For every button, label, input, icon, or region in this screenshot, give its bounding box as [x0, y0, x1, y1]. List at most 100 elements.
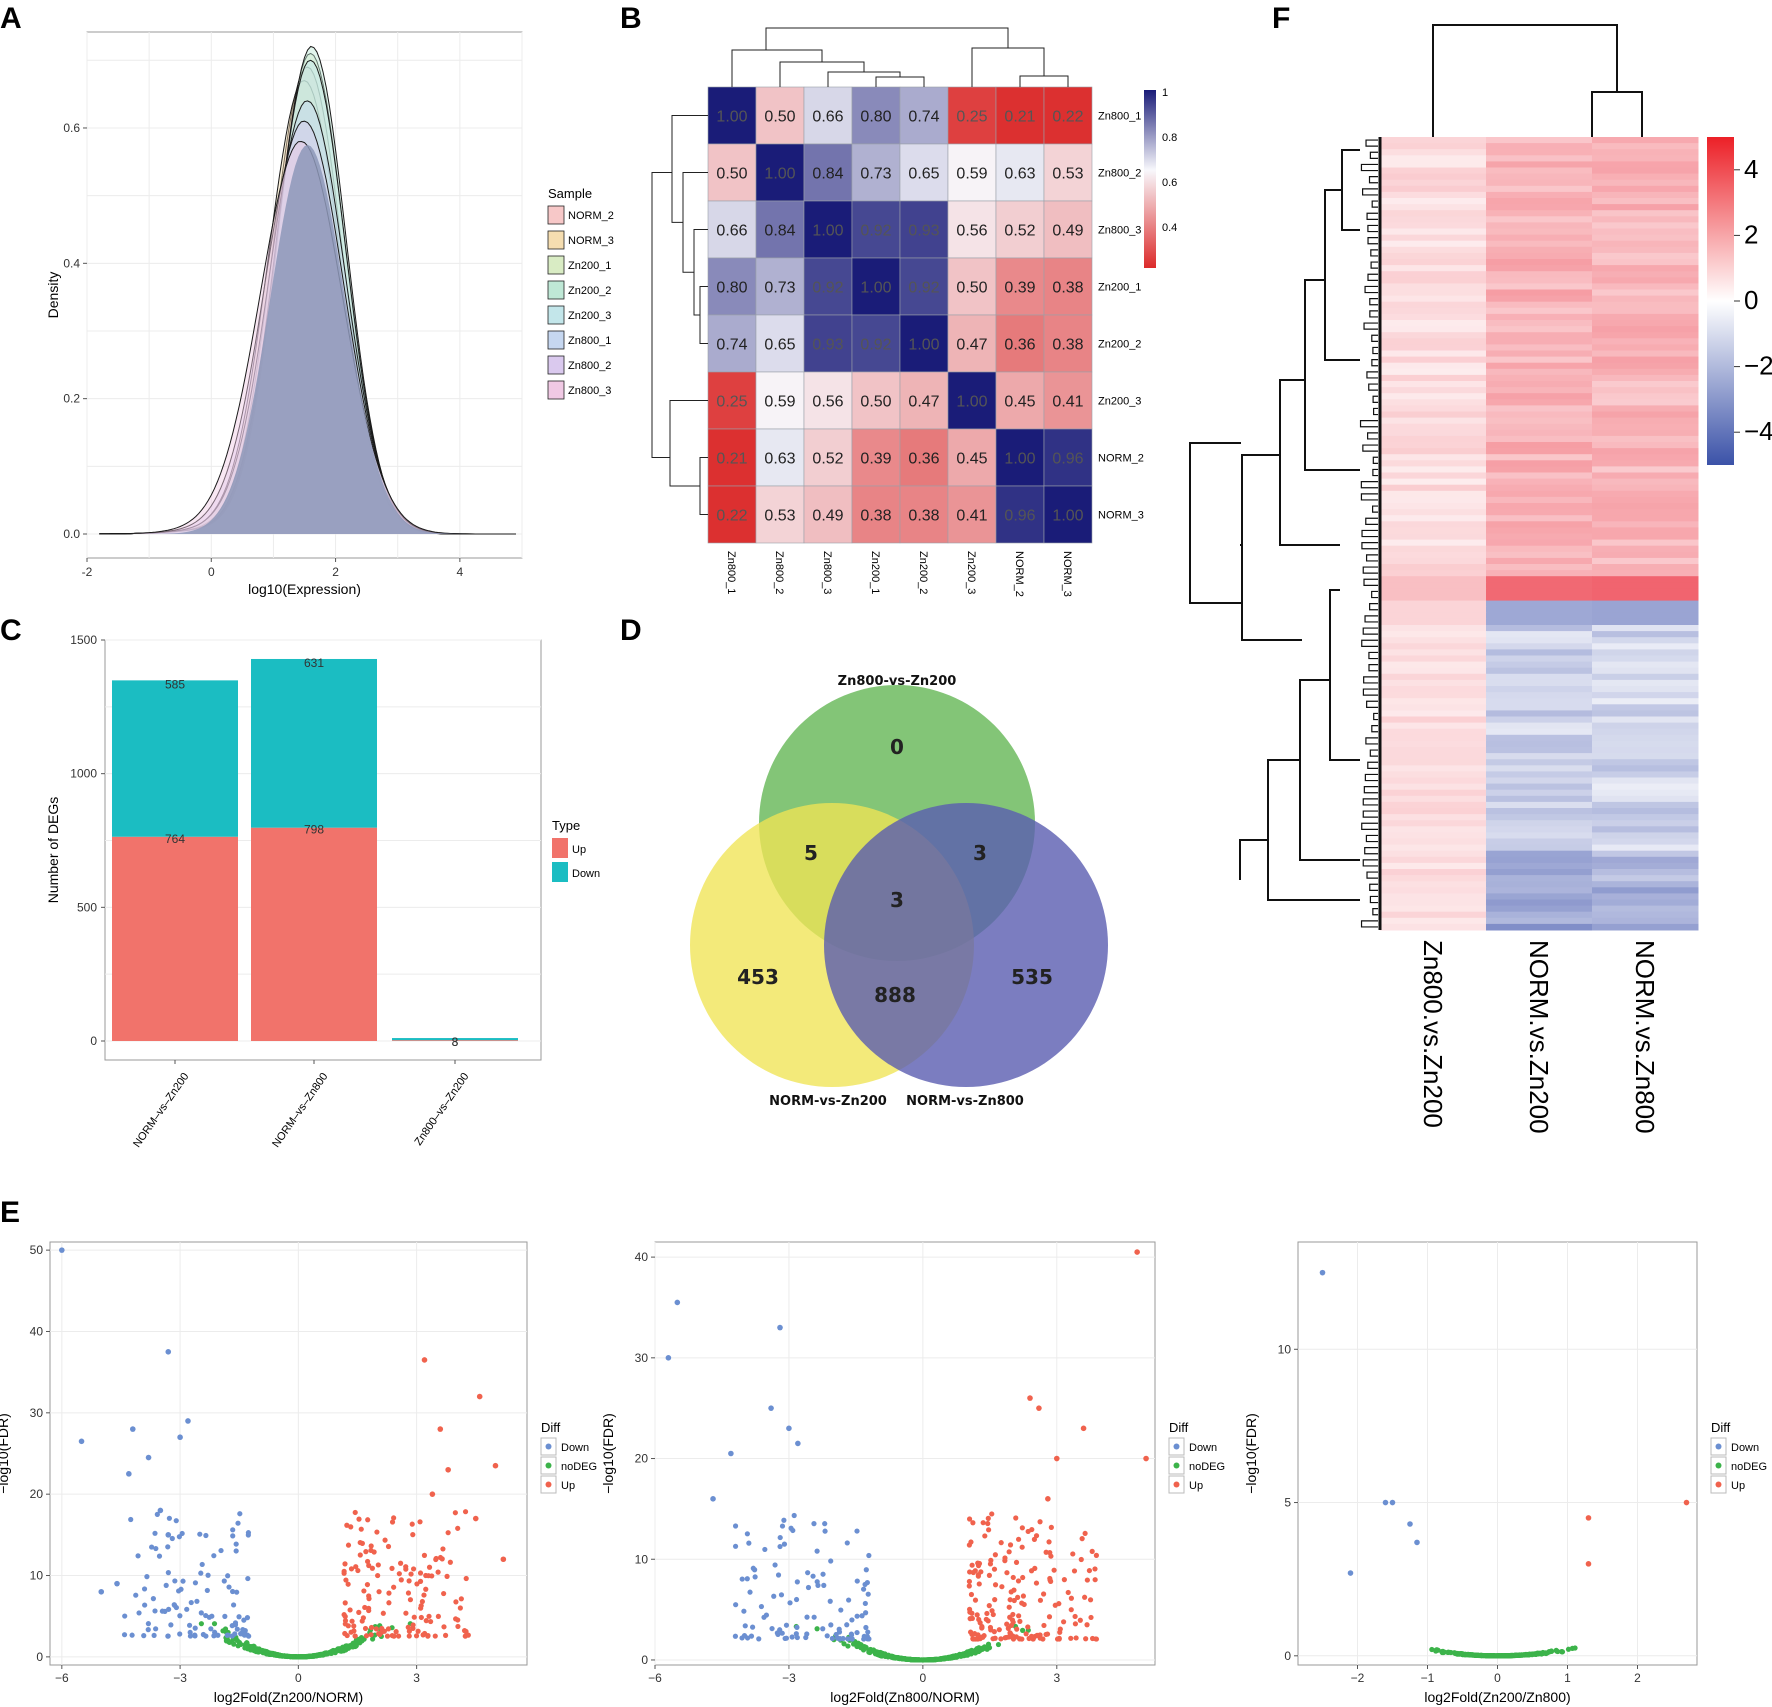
point-up	[984, 1610, 990, 1617]
point-up	[1017, 1618, 1023, 1624]
x-tick-label: NORM–vs–Zn800	[270, 1071, 330, 1150]
heatmap-cell	[803, 485, 853, 544]
point-outlier	[777, 1324, 783, 1331]
point-nodeg	[222, 1626, 229, 1632]
heatmap-row-cell	[1592, 557, 1699, 565]
point-up	[966, 1578, 973, 1585]
point-up	[998, 1636, 1004, 1642]
heatmap-row-cell	[1592, 814, 1699, 821]
heatmap-row-cell	[1486, 265, 1593, 272]
venn-region-count: 3	[973, 841, 987, 865]
heatmap-row-cell	[1380, 777, 1487, 785]
point-down	[741, 1608, 747, 1614]
point-down	[153, 1626, 159, 1632]
point-down	[849, 1636, 855, 1642]
heatmap-row-cell	[1486, 850, 1593, 858]
point-up	[369, 1565, 375, 1571]
point-nodeg	[1513, 1652, 1519, 1659]
point-up	[411, 1614, 417, 1620]
point-outlier	[1389, 1499, 1396, 1506]
cell-value: 0.56	[812, 394, 843, 411]
y-tick-label: 40	[30, 1324, 44, 1338]
point-up	[359, 1540, 365, 1546]
point-nodeg	[311, 1653, 318, 1659]
cell-value: 0.53	[764, 508, 795, 525]
x-tick-label: −3	[173, 1671, 187, 1685]
heatmap-row-cell	[1380, 381, 1487, 388]
point-up	[353, 1564, 359, 1570]
point-outlier	[421, 1357, 428, 1363]
point-down	[145, 1621, 151, 1627]
point-up	[362, 1625, 369, 1632]
heatmap-row-cell	[1486, 442, 1593, 449]
point-down	[744, 1635, 751, 1641]
heatmap-row-cell	[1380, 795, 1487, 803]
heatmap-row-cell	[1486, 698, 1593, 705]
point-nodeg	[863, 1644, 869, 1650]
point-up	[418, 1605, 424, 1611]
point-nodeg	[841, 1641, 847, 1647]
point-down	[779, 1630, 785, 1636]
dendrogram-branch	[1369, 883, 1378, 891]
heatmap-row-cell	[1592, 460, 1699, 467]
point-nodeg	[211, 1621, 218, 1627]
point-down	[169, 1535, 175, 1542]
cell-value: 0.92	[908, 280, 939, 297]
heatmap-row-cell	[1380, 521, 1487, 528]
heatmap-row-cell	[1592, 625, 1699, 632]
point-down	[836, 1629, 843, 1635]
heatmap-row-cell	[1380, 753, 1487, 760]
point-up	[1084, 1577, 1090, 1583]
point-down	[820, 1571, 826, 1577]
point-nodeg	[290, 1654, 296, 1660]
heatmap-cell	[803, 200, 853, 259]
dendrogram-branch	[1368, 176, 1378, 184]
point-nodeg	[958, 1652, 965, 1658]
heatmap-row-cell	[1486, 509, 1593, 516]
point-down	[863, 1567, 869, 1573]
legend-swatch	[552, 838, 568, 858]
row-label: Zn200_3	[1098, 396, 1141, 408]
point-down	[865, 1629, 871, 1635]
legend-dot	[1173, 1462, 1180, 1469]
heatmap-row-cell	[1486, 722, 1593, 730]
heatmap-row-cell	[1486, 716, 1593, 724]
cell-value: 0.47	[908, 394, 939, 411]
colorbar-tick: 0.8	[1162, 132, 1177, 144]
point-outlier	[1585, 1561, 1592, 1567]
heatmap-row-cell	[1380, 564, 1487, 571]
cell-value: 0.25	[956, 109, 987, 126]
point-up	[1007, 1597, 1013, 1603]
heatmap-row-cell	[1592, 271, 1699, 278]
point-up	[967, 1616, 973, 1622]
heatmap-row-cell	[1486, 814, 1593, 821]
point-outlier	[429, 1491, 436, 1497]
heatmap-row-cell	[1592, 350, 1699, 358]
point-up	[442, 1632, 449, 1638]
point-up	[413, 1633, 420, 1639]
point-up	[970, 1520, 976, 1526]
legend-label: Up	[1189, 1480, 1203, 1492]
point-outlier	[165, 1532, 172, 1538]
point-down	[862, 1581, 868, 1588]
heatmap-cell	[1043, 314, 1093, 373]
point-up	[970, 1636, 976, 1642]
heatmap-row-cell	[1592, 637, 1699, 644]
y-tick-label: 30	[30, 1406, 44, 1420]
dendrogram-branch	[1361, 542, 1378, 550]
heatmap-row-cell	[1592, 454, 1699, 461]
point-up	[1078, 1556, 1084, 1563]
dendrogram-branch	[1369, 151, 1378, 159]
dendrogram-branch	[1360, 920, 1378, 928]
heatmap-row-cell	[1592, 393, 1699, 400]
point-down	[222, 1613, 228, 1619]
point-down	[150, 1596, 156, 1602]
point-up	[426, 1613, 432, 1619]
heatmap-row-cell	[1592, 155, 1699, 162]
point-down	[829, 1635, 835, 1642]
heatmap-row-cell	[1380, 881, 1487, 888]
point-up	[1004, 1570, 1010, 1576]
point-outlier	[126, 1471, 132, 1477]
point-down	[156, 1553, 163, 1559]
point-up	[975, 1573, 981, 1579]
